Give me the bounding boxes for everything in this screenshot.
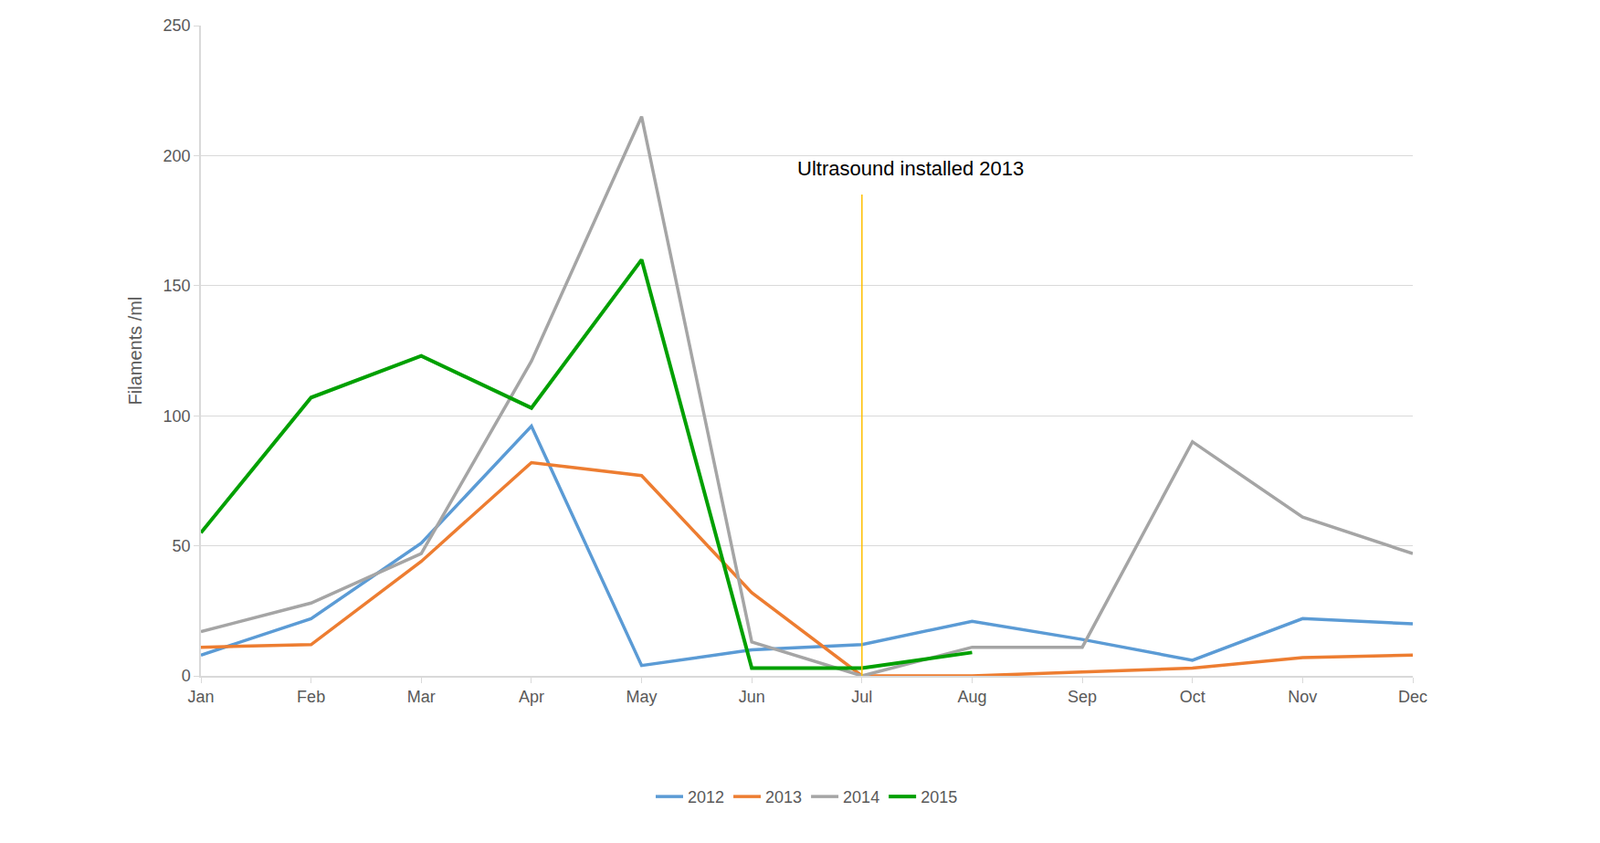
svg-text:Jul: Jul — [851, 687, 873, 706]
svg-text:Ultrasound installed 2013: Ultrasound installed 2013 — [797, 157, 1024, 180]
svg-text:Jun: Jun — [738, 687, 766, 706]
svg-text:Jan: Jan — [187, 687, 214, 706]
svg-text:Nov: Nov — [1287, 687, 1317, 706]
svg-text:150: 150 — [163, 276, 191, 295]
svg-text:Aug: Aug — [957, 687, 987, 706]
svg-text:2014: 2014 — [842, 788, 880, 807]
svg-text:Oct: Oct — [1179, 687, 1206, 706]
svg-text:0: 0 — [181, 666, 191, 685]
svg-text:Sep: Sep — [1067, 687, 1097, 706]
svg-text:Filaments /ml: Filaments /ml — [125, 296, 146, 406]
svg-text:Dec: Dec — [1398, 687, 1428, 706]
svg-text:Apr: Apr — [518, 687, 545, 706]
svg-text:250: 250 — [163, 16, 191, 35]
svg-text:2012: 2012 — [687, 788, 725, 807]
svg-text:May: May — [626, 687, 658, 706]
svg-text:Mar: Mar — [407, 687, 436, 706]
svg-text:200: 200 — [163, 147, 191, 166]
svg-text:2015: 2015 — [920, 788, 958, 807]
svg-text:2013: 2013 — [765, 788, 802, 807]
svg-text:100: 100 — [163, 407, 191, 426]
svg-text:50: 50 — [172, 536, 191, 556]
svg-text:Feb: Feb — [296, 687, 326, 706]
